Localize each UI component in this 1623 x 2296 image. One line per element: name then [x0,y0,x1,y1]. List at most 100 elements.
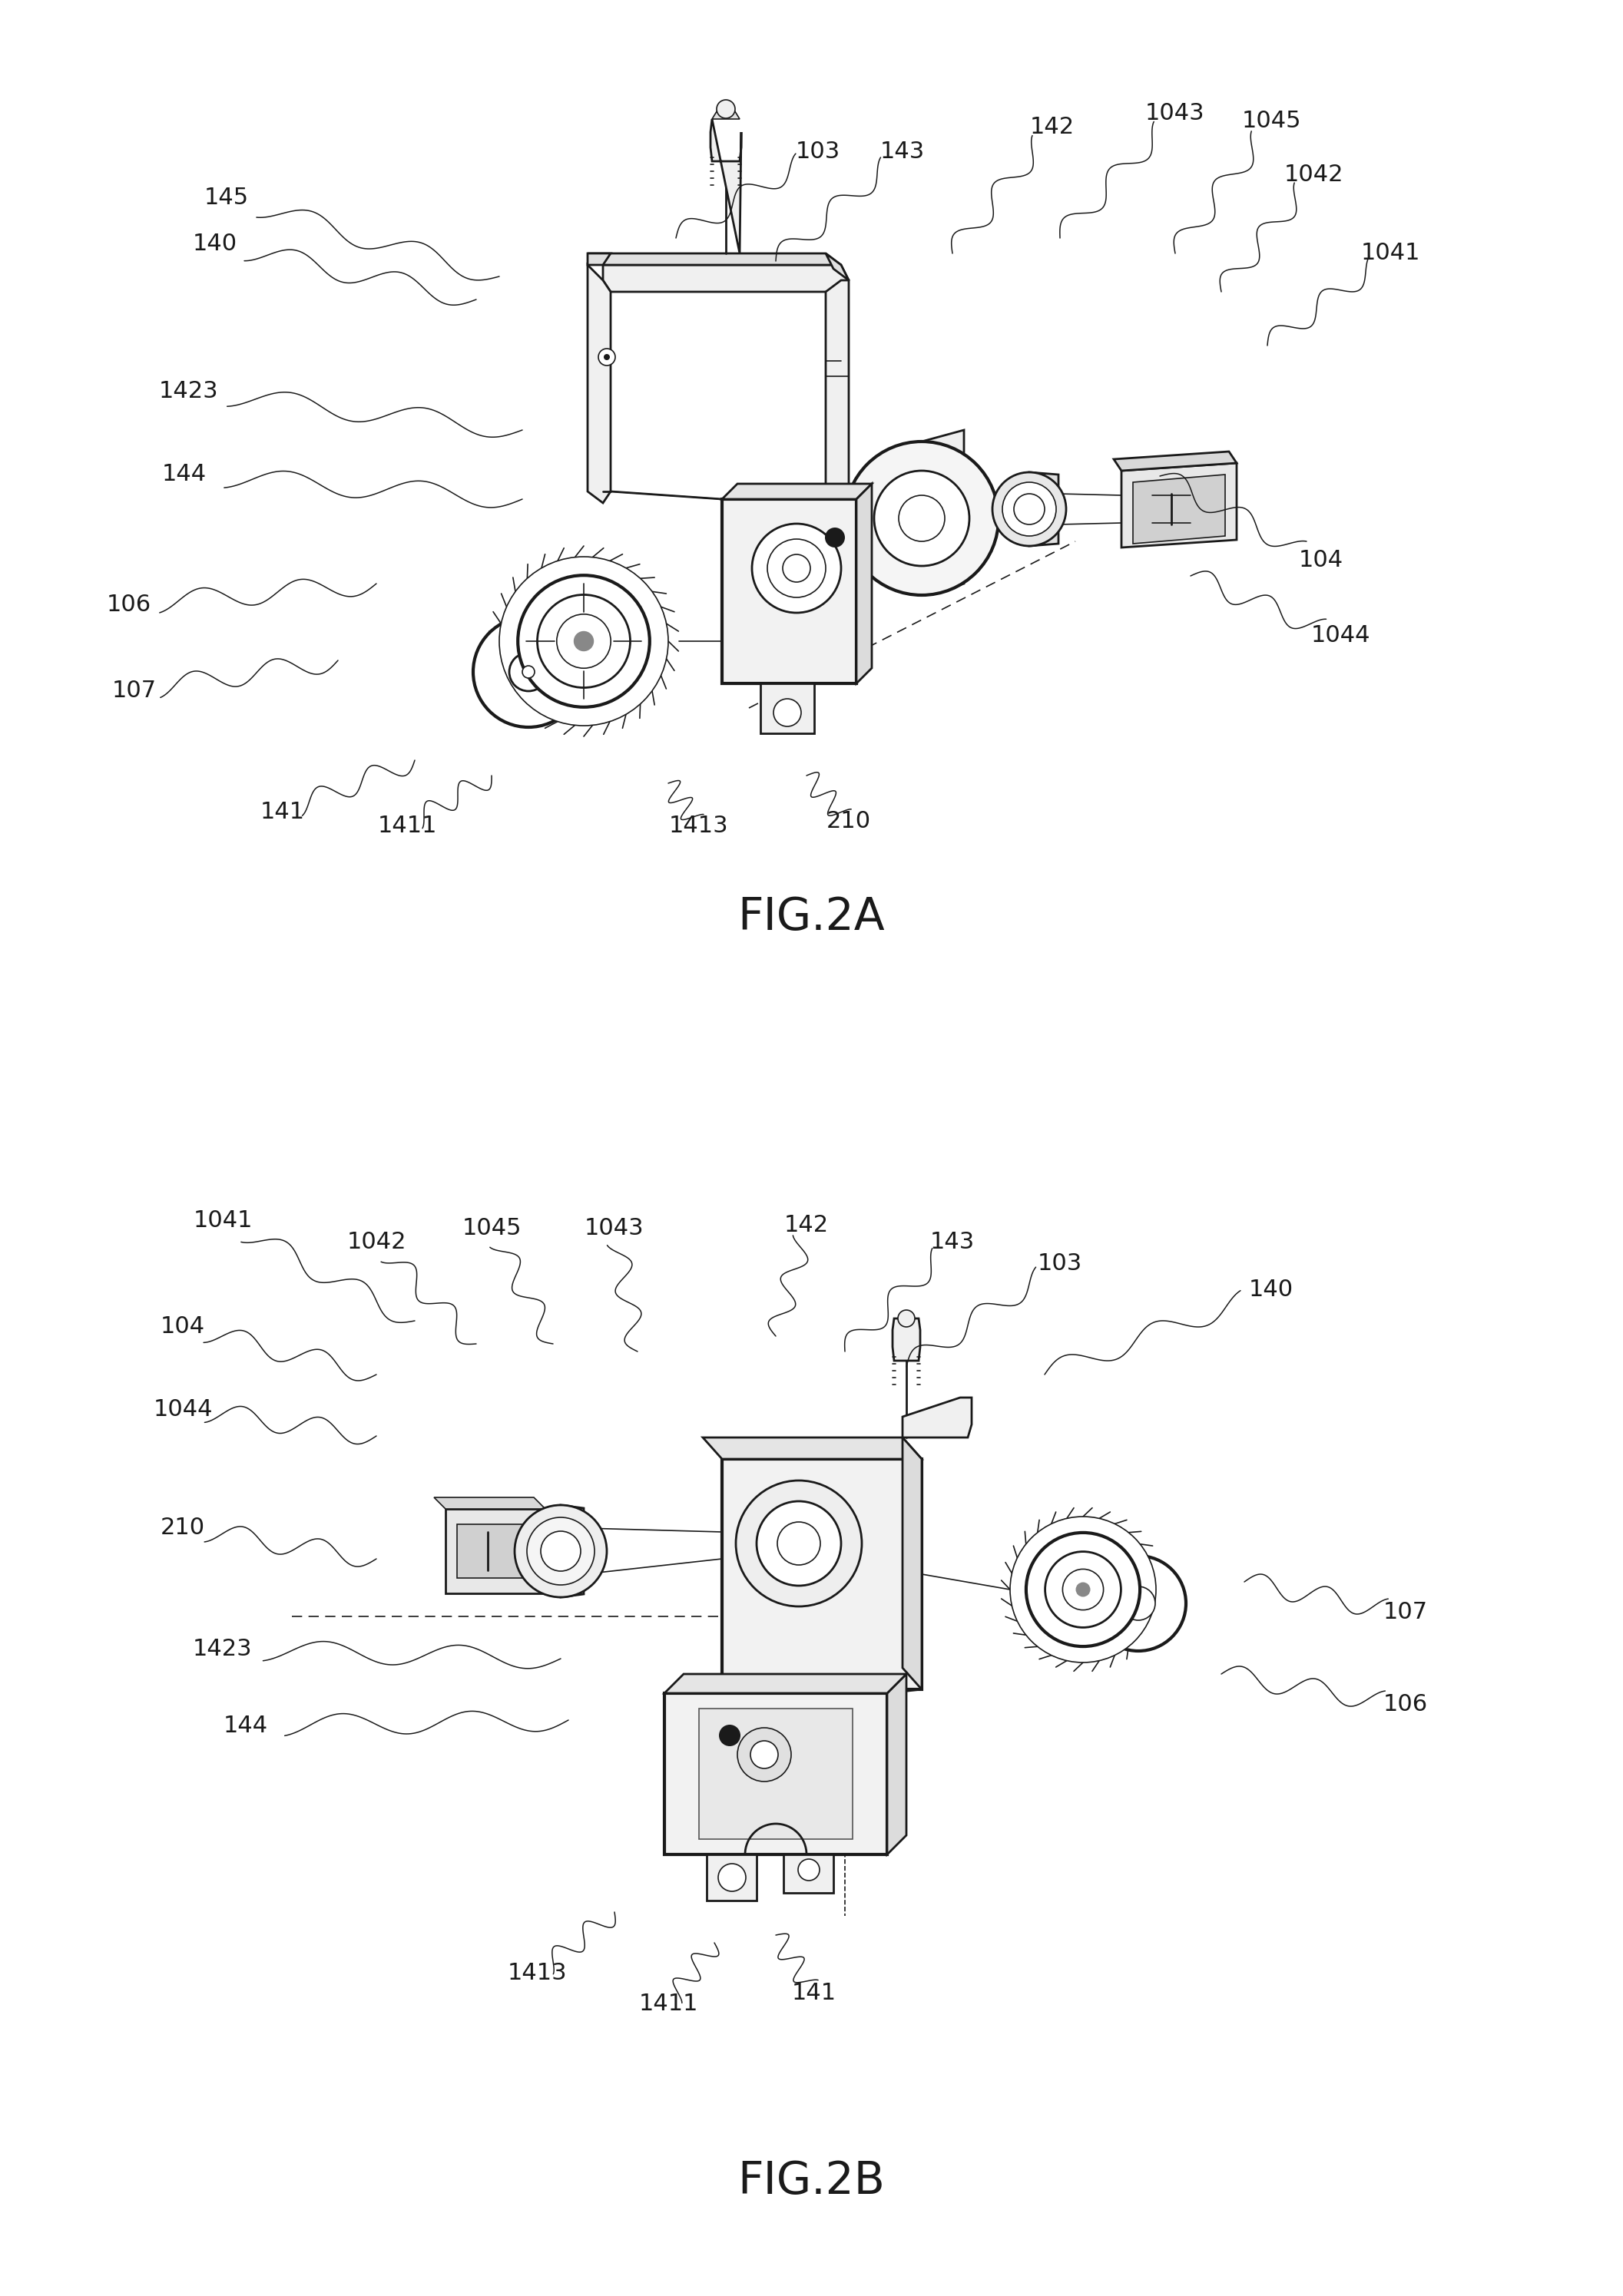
Text: 140: 140 [193,234,237,255]
Polygon shape [826,280,849,503]
Polygon shape [722,498,857,684]
Circle shape [719,1724,740,1747]
Text: 1423: 1423 [193,1639,253,1660]
Circle shape [782,553,810,583]
Text: 1042: 1042 [347,1231,406,1254]
Polygon shape [588,264,610,503]
Polygon shape [1121,464,1237,546]
Text: 1045: 1045 [463,1217,521,1240]
Circle shape [992,473,1066,546]
Circle shape [518,576,649,707]
Polygon shape [826,253,849,280]
Circle shape [875,471,969,565]
Circle shape [751,523,841,613]
Text: 144: 144 [224,1715,268,1738]
Polygon shape [588,253,610,264]
Text: 1044: 1044 [153,1398,213,1421]
Ellipse shape [846,441,998,595]
Polygon shape [1113,452,1237,471]
Circle shape [604,354,610,360]
Circle shape [510,652,547,691]
Circle shape [717,1864,747,1892]
Text: 1413: 1413 [669,815,729,836]
Text: FIG.2A: FIG.2A [737,895,885,939]
Text: 1411: 1411 [377,815,437,836]
Circle shape [1063,1568,1104,1609]
Polygon shape [706,1855,756,1901]
Polygon shape [761,684,815,732]
Circle shape [1091,1557,1186,1651]
Text: 141: 141 [792,1981,836,2004]
Polygon shape [664,1674,906,1692]
Polygon shape [700,1708,852,1839]
Circle shape [1026,1534,1139,1646]
Circle shape [898,1311,915,1327]
Polygon shape [445,1508,545,1593]
Polygon shape [902,1437,922,1690]
Polygon shape [922,429,964,595]
Polygon shape [664,1692,888,1855]
Text: 103: 103 [795,140,841,163]
Text: 103: 103 [1037,1251,1083,1274]
Polygon shape [857,484,872,684]
Text: 1423: 1423 [159,381,217,402]
Polygon shape [722,1458,922,1690]
Circle shape [1003,482,1057,535]
Polygon shape [888,1674,906,1855]
Polygon shape [588,253,841,264]
Circle shape [599,349,615,365]
Circle shape [1076,1582,1091,1596]
Circle shape [537,595,630,687]
Circle shape [573,631,594,652]
Text: 104: 104 [1298,549,1344,572]
Polygon shape [1133,475,1225,544]
Polygon shape [712,108,740,119]
Text: 210: 210 [161,1518,204,1538]
Text: 1043: 1043 [584,1217,644,1240]
Text: 106: 106 [1383,1694,1428,1715]
Circle shape [799,1860,820,1880]
Circle shape [527,1518,594,1584]
Circle shape [737,1729,790,1782]
Text: 104: 104 [161,1316,204,1339]
Text: 210: 210 [826,810,872,833]
Circle shape [756,1502,841,1587]
Text: 1413: 1413 [508,1963,568,1984]
Polygon shape [711,119,742,253]
Circle shape [1121,1587,1156,1621]
Circle shape [750,1740,777,1768]
Text: 145: 145 [204,186,248,209]
Circle shape [474,618,584,728]
Polygon shape [604,264,849,292]
Polygon shape [703,1437,922,1458]
Circle shape [514,1506,607,1598]
Text: 140: 140 [1248,1279,1294,1302]
Circle shape [824,528,846,546]
Text: 141: 141 [260,801,305,824]
Circle shape [1045,1552,1121,1628]
Text: 1042: 1042 [1284,163,1344,186]
Text: 1043: 1043 [1146,103,1204,124]
Text: 1041: 1041 [193,1210,253,1233]
Circle shape [523,666,534,677]
Text: 143: 143 [930,1231,975,1254]
Text: 1411: 1411 [638,1993,698,2016]
Polygon shape [1029,473,1058,546]
Circle shape [540,1531,581,1570]
Polygon shape [458,1525,534,1577]
Circle shape [1010,1518,1156,1662]
Circle shape [777,1522,820,1566]
Text: 1044: 1044 [1311,625,1370,647]
Text: 143: 143 [880,140,925,163]
Polygon shape [722,484,872,498]
Circle shape [1014,494,1045,523]
Text: 106: 106 [107,595,151,615]
Text: 142: 142 [784,1215,829,1235]
Polygon shape [902,1398,972,1437]
Circle shape [717,99,735,119]
Circle shape [899,496,945,542]
Polygon shape [784,1855,833,1892]
Text: 107: 107 [1383,1600,1428,1623]
Circle shape [557,613,610,668]
Circle shape [735,1481,862,1607]
